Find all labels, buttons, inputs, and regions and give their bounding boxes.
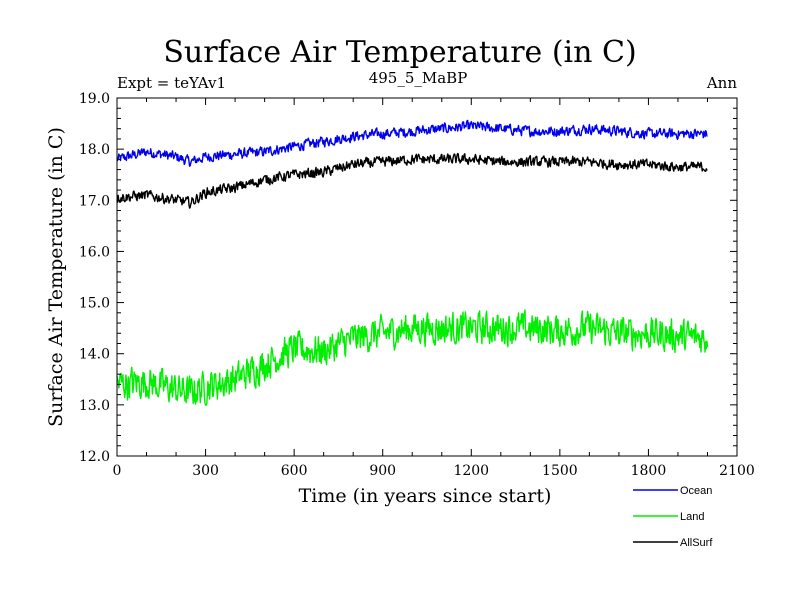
series-line-allsurf [116,152,708,209]
y-tick-label: 18.0 [79,142,110,158]
x-tick-label: 600 [281,463,308,479]
y-axis: 12.0 13.0 14.0 15.0 16.0 17.0 18.0 19.0 [79,91,737,465]
legend: Ocean Land AllSurf [633,485,713,549]
y-tick-label: 19.0 [79,91,110,107]
x-tick-label: 1500 [542,463,578,479]
x-tick-label: 1800 [631,463,667,479]
y-tick-label: 14.0 [79,347,110,363]
y-tick-label: 17.0 [79,193,110,209]
x-tick-label: 1200 [453,463,489,479]
plot-frame [116,97,738,457]
x-axis: 0 300 600 900 1200 1500 1800 2100 [113,98,755,479]
legend-label-allsurf: AllSurf [680,537,713,549]
y-tick-label: 16.0 [79,244,110,260]
series-line-land [116,309,709,406]
y-axis-label: Surface Air Temperature (in C) [45,127,67,427]
x-tick-label: 300 [192,463,219,479]
chart-title: Surface Air Temperature (in C) [163,35,636,70]
x-tick-label: 0 [113,463,122,479]
x-axis-label: Time (in years since start) [299,485,552,507]
legend-label-ocean: Ocean [680,485,712,497]
y-tick-label: 13.0 [79,398,110,414]
y-tick-label: 12.0 [79,449,110,465]
series-line-ocean [116,119,708,167]
season-label: Ann [706,74,737,92]
x-tick-label: 2100 [719,463,755,479]
experiment-label: Expt = teYAv1 [117,74,226,92]
series-layer [116,119,709,406]
x-tick-label: 900 [369,463,396,479]
legend-label-land: Land [680,511,704,523]
period-label: 495_5_MaBP [369,69,468,87]
y-tick-label: 15.0 [79,296,110,312]
